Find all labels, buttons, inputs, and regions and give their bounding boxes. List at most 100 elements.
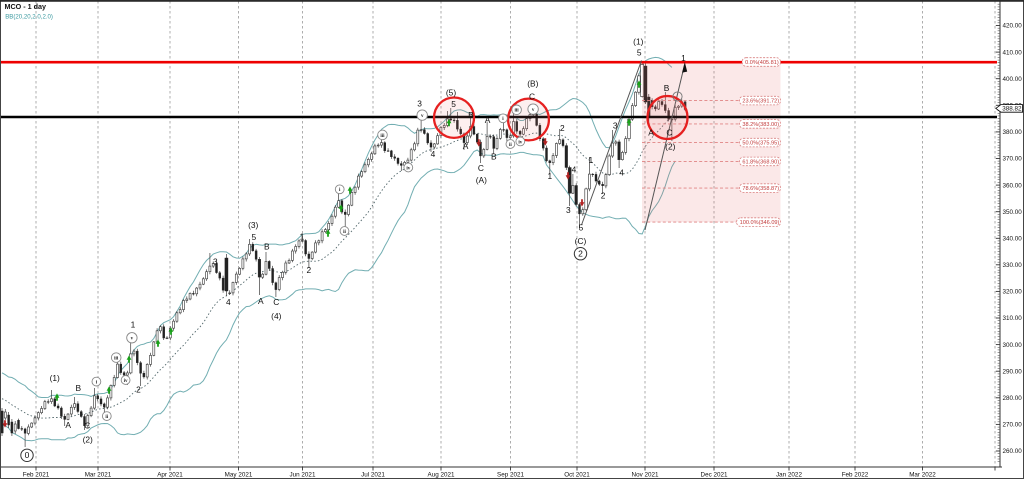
- svg-text:(3): (3): [248, 220, 258, 230]
- svg-text:(A): (A): [476, 175, 487, 185]
- svg-text:0.0%(405.81): 0.0%(405.81): [745, 60, 779, 66]
- svg-text:388.82: 388.82: [1002, 106, 1022, 113]
- svg-text:(2): (2): [665, 142, 675, 152]
- svg-text:v: v: [131, 337, 134, 342]
- svg-text:iv: iv: [518, 140, 522, 145]
- svg-text:Apr 2021: Apr 2021: [157, 472, 183, 479]
- svg-text:3: 3: [213, 257, 218, 267]
- svg-text:iii: iii: [380, 134, 385, 139]
- svg-text:0: 0: [25, 450, 30, 460]
- svg-text:ii: ii: [509, 143, 512, 148]
- svg-text:320.00: 320.00: [1003, 289, 1023, 296]
- svg-text:(1): (1): [50, 373, 60, 383]
- svg-text:23.6%(391.72): 23.6%(391.72): [742, 99, 779, 105]
- svg-text:400.00: 400.00: [1003, 76, 1023, 83]
- svg-text:420.00: 420.00: [1003, 23, 1023, 30]
- svg-text:i: i: [339, 188, 341, 193]
- svg-text:B: B: [264, 242, 270, 252]
- svg-text:A: A: [65, 420, 71, 430]
- svg-text:B: B: [664, 83, 670, 93]
- svg-text:1: 1: [681, 53, 686, 63]
- svg-text:ii: ii: [343, 230, 346, 235]
- svg-text:1: 1: [547, 171, 552, 181]
- svg-text:Nov 2021: Nov 2021: [632, 472, 659, 479]
- svg-text:Oct 2021: Oct 2021: [564, 472, 590, 479]
- svg-text:BB(20,20,2.0,2.0): BB(20,20,2.0,2.0): [5, 14, 53, 21]
- svg-text:Mar 2022: Mar 2022: [909, 472, 936, 479]
- svg-text:4: 4: [572, 165, 577, 175]
- svg-text:v: v: [532, 108, 535, 113]
- svg-text:v: v: [421, 114, 424, 119]
- svg-text:(2): (2): [83, 435, 93, 445]
- svg-text:Dec 2021: Dec 2021: [701, 472, 728, 479]
- svg-text:4: 4: [226, 297, 231, 307]
- svg-text:5: 5: [251, 232, 256, 242]
- svg-text:C: C: [666, 127, 672, 137]
- svg-text:330.00: 330.00: [1003, 262, 1023, 269]
- svg-text:A: A: [485, 115, 491, 125]
- svg-text:Jun 2021: Jun 2021: [290, 472, 316, 479]
- svg-text:(1): (1): [633, 37, 643, 47]
- svg-text:i: i: [96, 381, 98, 386]
- svg-text:Feb 2021: Feb 2021: [23, 472, 50, 479]
- svg-text:2: 2: [578, 248, 583, 258]
- svg-text:i: i: [502, 117, 504, 122]
- svg-text:410.00: 410.00: [1003, 49, 1023, 56]
- svg-text:2: 2: [136, 385, 141, 395]
- svg-text:270.00: 270.00: [1003, 422, 1023, 429]
- svg-text:C: C: [84, 421, 90, 431]
- svg-text:5: 5: [451, 99, 456, 109]
- svg-text:260.00: 260.00: [1003, 448, 1023, 455]
- svg-text:4: 4: [431, 149, 436, 159]
- svg-text:B: B: [491, 152, 497, 162]
- svg-text:2: 2: [560, 123, 565, 133]
- svg-text:A: A: [648, 127, 654, 137]
- svg-text:iv: iv: [406, 166, 410, 171]
- svg-text:May 2021: May 2021: [225, 472, 253, 479]
- svg-text:C: C: [529, 92, 535, 102]
- svg-text:310.00: 310.00: [1003, 315, 1023, 322]
- svg-text:B: B: [468, 110, 474, 120]
- svg-text:Sep 2021: Sep 2021: [497, 472, 524, 479]
- svg-text:5: 5: [637, 48, 642, 58]
- svg-text:(5): (5): [446, 88, 456, 98]
- svg-text:iii: iii: [515, 109, 520, 114]
- svg-text:50.0%(375.95): 50.0%(375.95): [742, 141, 779, 147]
- svg-text:61.8%(368.90): 61.8%(368.90): [742, 160, 779, 166]
- svg-text:2: 2: [306, 265, 311, 275]
- svg-text:(4): (4): [271, 311, 281, 321]
- svg-text:ii: ii: [105, 415, 108, 420]
- svg-text:78.6%(358.87): 78.6%(358.87): [742, 186, 779, 192]
- svg-text:5: 5: [579, 223, 584, 233]
- svg-text:100.0%(346.09): 100.0%(346.09): [740, 220, 780, 226]
- svg-text:300.00: 300.00: [1003, 342, 1023, 349]
- svg-text:2: 2: [601, 190, 606, 200]
- svg-text:350.00: 350.00: [1003, 209, 1023, 216]
- svg-text:(B): (B): [527, 79, 538, 89]
- svg-text:iv: iv: [124, 379, 128, 384]
- svg-text:Aug 2021: Aug 2021: [428, 472, 455, 479]
- svg-text:MCO - 1 day: MCO - 1 day: [5, 2, 47, 11]
- svg-text:1: 1: [300, 232, 305, 242]
- svg-text:A: A: [463, 141, 469, 151]
- svg-text:Jul 2021: Jul 2021: [361, 472, 385, 479]
- svg-text:C: C: [478, 163, 484, 173]
- svg-text:iii: iii: [114, 357, 119, 362]
- svg-text:Mar 2021: Mar 2021: [85, 472, 112, 479]
- svg-text:3: 3: [417, 98, 422, 108]
- svg-text:3: 3: [613, 120, 618, 130]
- svg-text:1: 1: [131, 319, 136, 329]
- svg-text:290.00: 290.00: [1003, 368, 1023, 375]
- svg-text:380.00: 380.00: [1003, 129, 1023, 136]
- svg-text:280.00: 280.00: [1003, 395, 1023, 402]
- svg-text:(C): (C): [575, 236, 587, 246]
- svg-text:4: 4: [619, 167, 624, 177]
- svg-text:A: A: [258, 296, 264, 306]
- svg-text:360.00: 360.00: [1003, 182, 1023, 189]
- svg-text:38.2%(383.00): 38.2%(383.00): [742, 122, 779, 128]
- svg-text:1: 1: [588, 155, 593, 165]
- svg-text:340.00: 340.00: [1003, 236, 1023, 243]
- svg-text:370.00: 370.00: [1003, 156, 1023, 163]
- svg-text:3: 3: [566, 205, 571, 215]
- svg-text:C: C: [273, 297, 279, 307]
